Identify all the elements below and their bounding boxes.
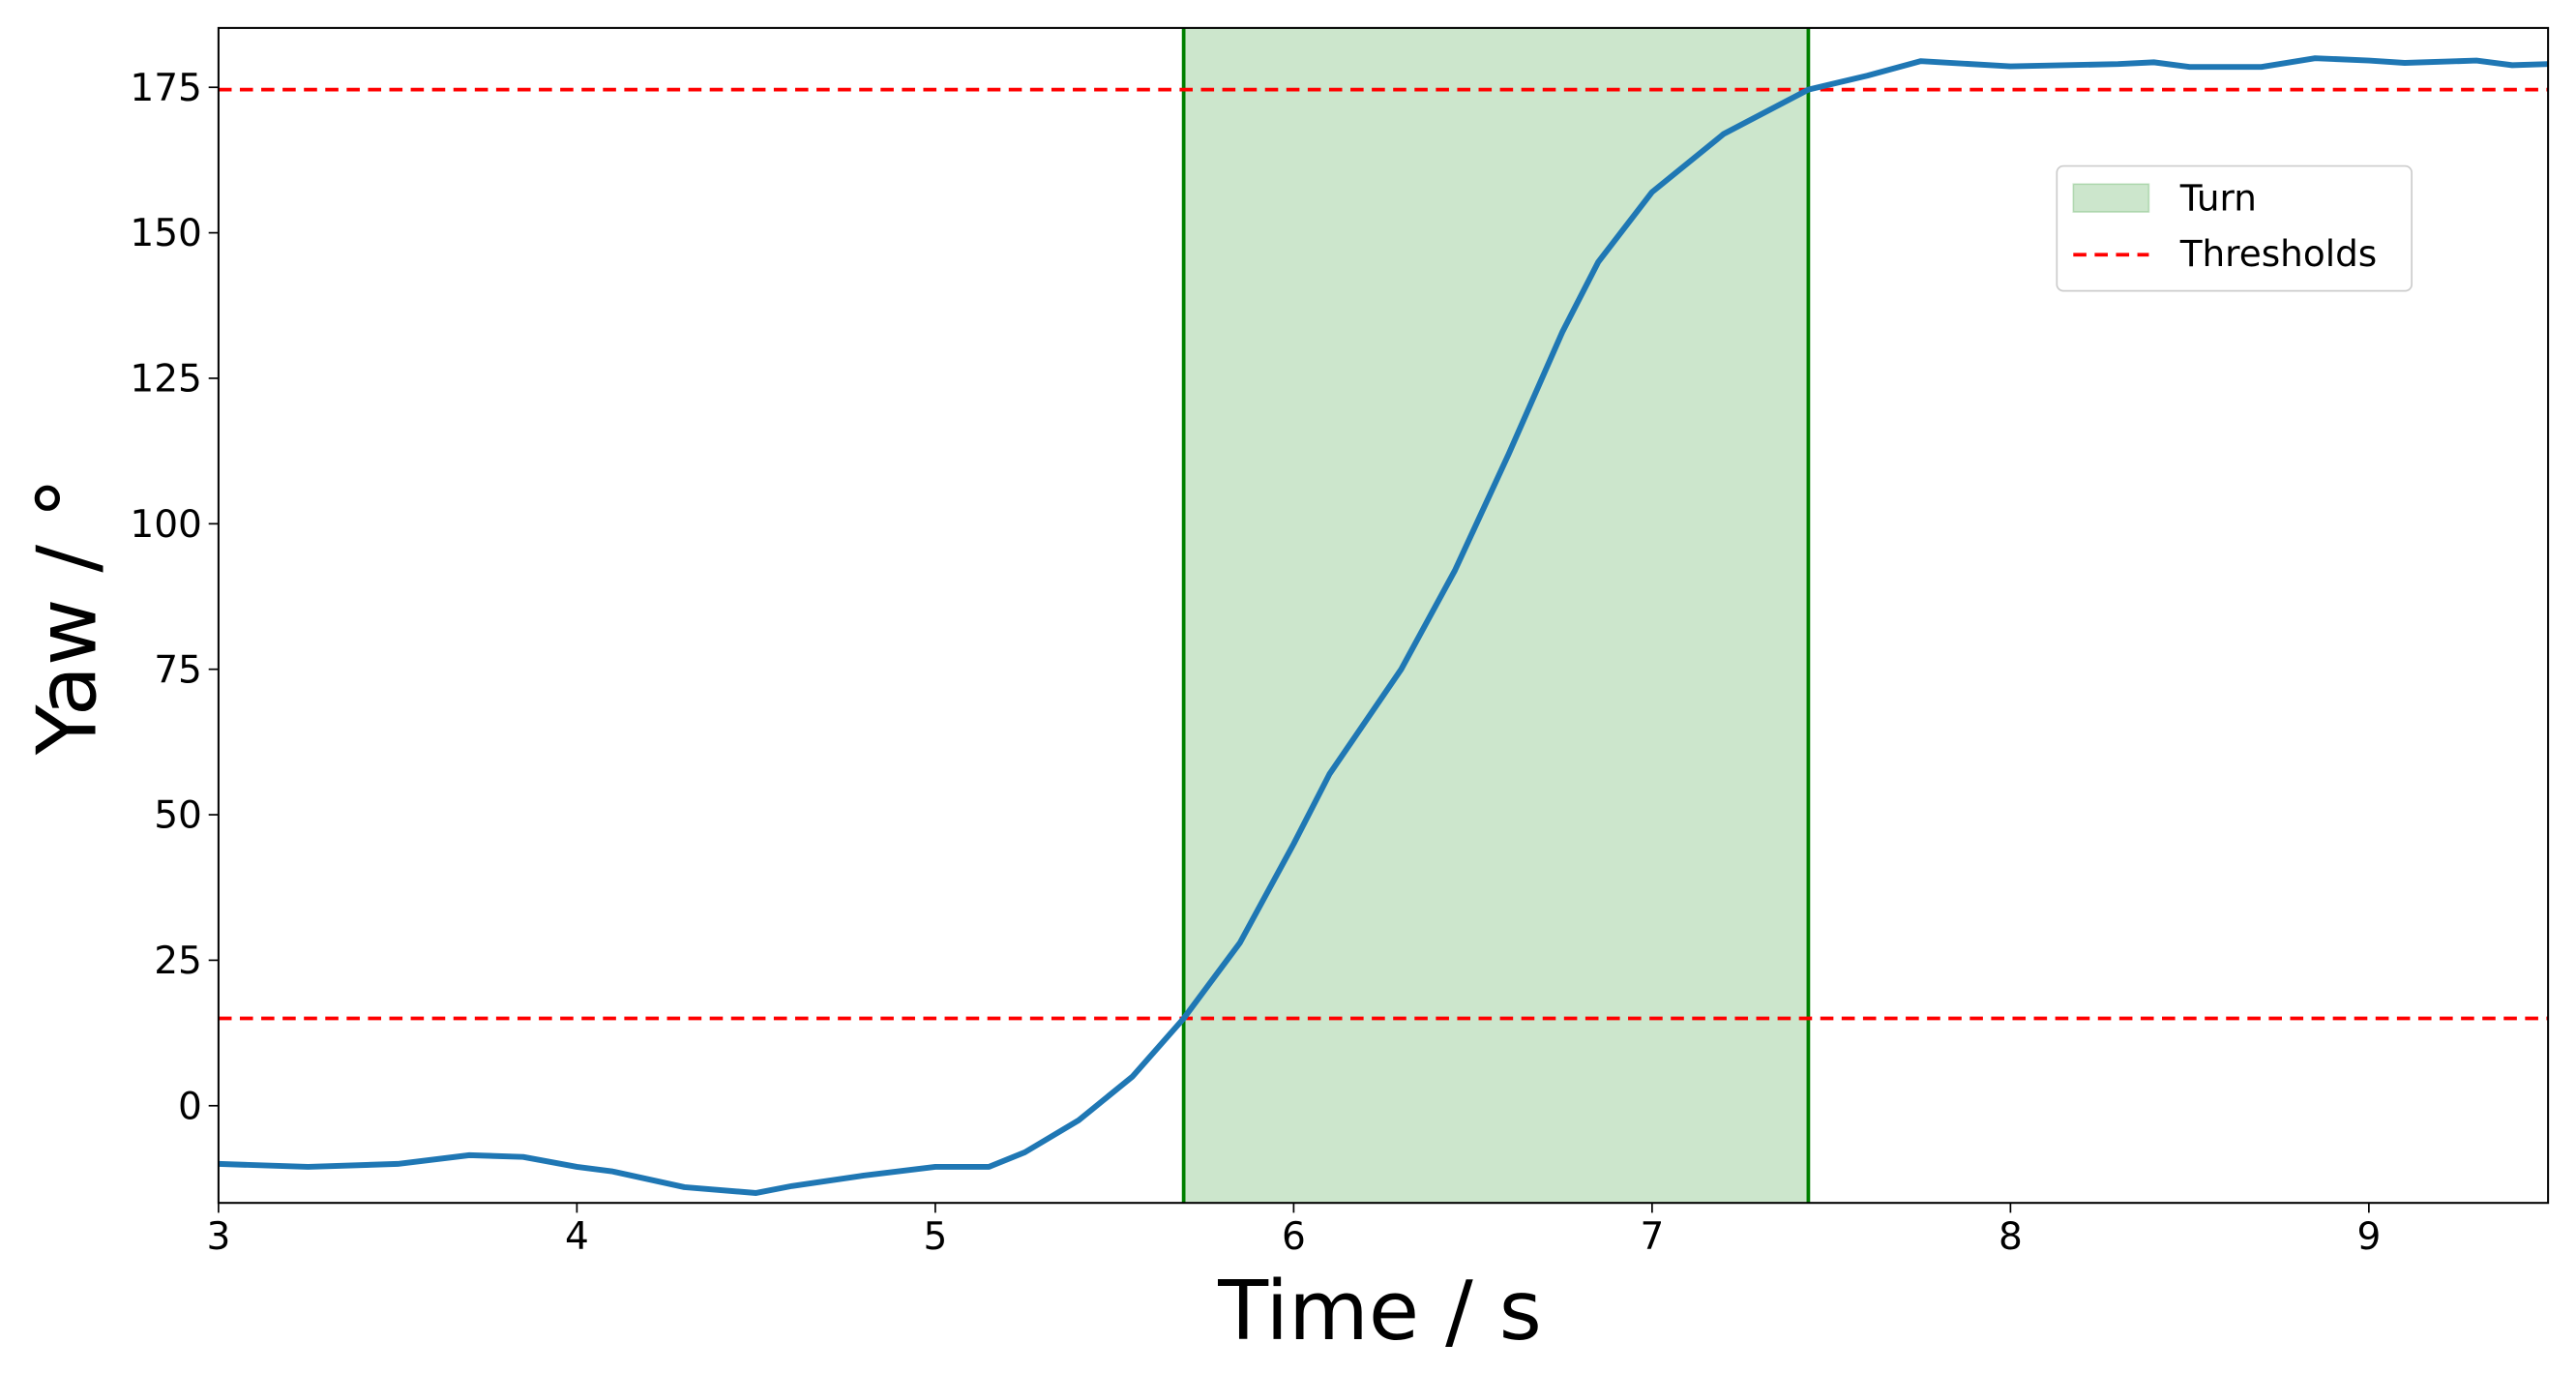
x-tick-label: 7 xyxy=(1640,1215,1664,1259)
y-tick-label: 150 xyxy=(130,212,202,255)
y-tick-label: 25 xyxy=(154,940,202,983)
x-axis-label: Time / s xyxy=(1217,1264,1542,1359)
data-line xyxy=(218,55,2549,1196)
plot-frame xyxy=(217,26,2550,1205)
legend-swatch xyxy=(2072,183,2150,213)
x-tick-label: 6 xyxy=(1282,1215,1306,1259)
x-tick-label: 3 xyxy=(206,1215,230,1259)
x-tick-label: 9 xyxy=(2356,1215,2381,1259)
y-tick-label: 0 xyxy=(178,1085,202,1128)
y-tick-label: 100 xyxy=(130,503,202,547)
legend-box xyxy=(2056,164,2413,292)
y-tick-label: 125 xyxy=(130,358,202,402)
y-tick-label: 50 xyxy=(154,794,202,838)
x-tick-label: 8 xyxy=(1999,1215,2023,1259)
turn-span xyxy=(1183,27,1809,1204)
y-axis-label: Yaw / ° xyxy=(20,478,116,757)
legend-label: Thresholds xyxy=(2179,232,2378,275)
y-tick-label: 175 xyxy=(130,67,202,110)
x-tick-label: 5 xyxy=(923,1215,947,1259)
legend-label: Turn xyxy=(2179,176,2257,219)
x-tick-label: 4 xyxy=(565,1215,589,1259)
y-tick-label: 75 xyxy=(154,648,202,692)
